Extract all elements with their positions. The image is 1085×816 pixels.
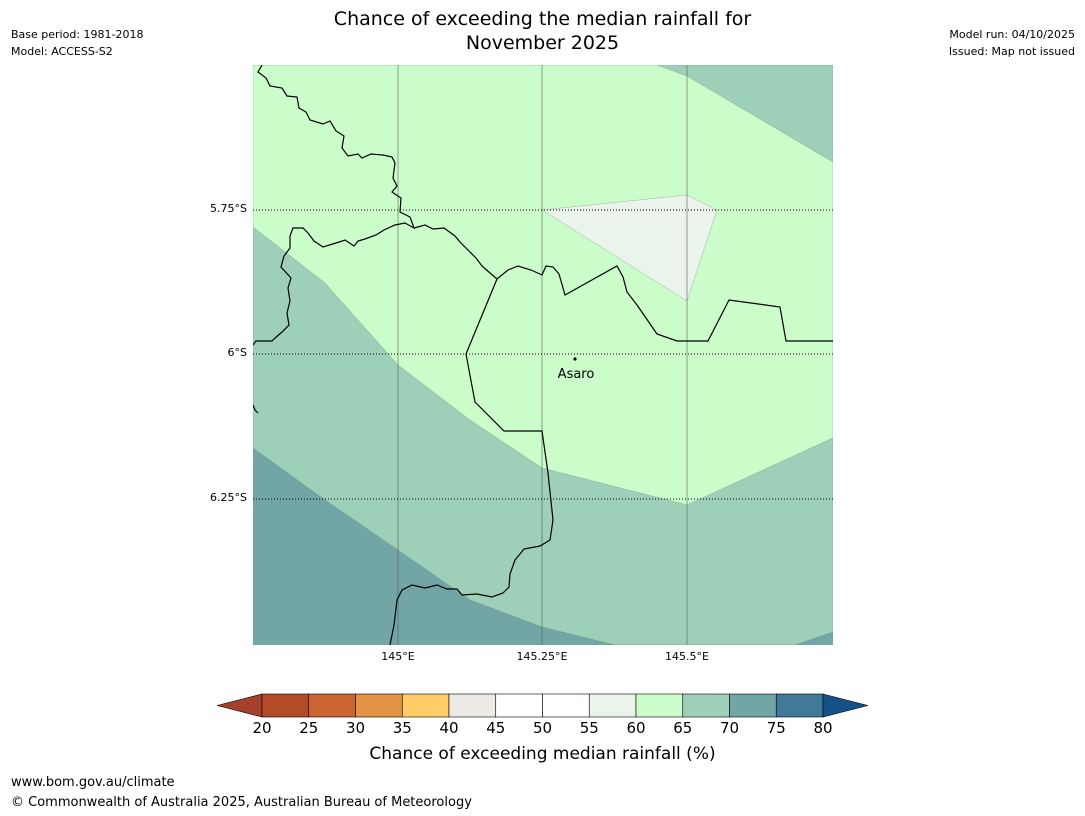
colorbar-segment xyxy=(542,693,590,718)
colorbar-segment xyxy=(635,693,684,718)
colorbar-tick-label: 80 xyxy=(813,719,833,737)
copyright-text: © Commonwealth of Australia 2025, Austra… xyxy=(11,795,472,810)
title-line-1: Chance of exceeding the median rainfall … xyxy=(333,8,752,30)
colorbar-tick-label: 55 xyxy=(579,719,599,737)
colorbar-segment xyxy=(401,693,450,718)
colorbar-tick-label: 50 xyxy=(532,719,553,737)
website-link[interactable]: www.bom.gov.au/climate xyxy=(11,775,175,790)
colorbar-tick-label: 30 xyxy=(345,719,366,737)
colorbar-tick-label: 40 xyxy=(439,719,459,737)
colorbar-extend-low xyxy=(216,693,263,718)
lon-label-145: 145°E xyxy=(381,650,415,663)
colorbar-tick-label: 45 xyxy=(486,719,506,737)
place-marker xyxy=(573,357,577,361)
lon-label-145-25: 145.25°E xyxy=(516,650,568,663)
colorbar-tick-label: 60 xyxy=(626,719,646,737)
colorbar-tick-label: 70 xyxy=(719,719,740,737)
issued-text: Issued: Map not issued xyxy=(948,45,1075,58)
colorbar-segment xyxy=(775,693,824,718)
colorbar-tick-label: 20 xyxy=(252,719,272,737)
colorbar-tick-label: 75 xyxy=(766,719,786,737)
colorbar-segment xyxy=(448,693,497,718)
colorbar-segment xyxy=(355,693,403,718)
coastline-west xyxy=(253,404,259,414)
colorbar-segment xyxy=(588,693,637,718)
map-title: Chance of exceeding the median rainfall … xyxy=(0,7,1085,55)
colorbar-label: Chance of exceeding median rainfall (%) xyxy=(369,744,716,764)
colorbar-segment xyxy=(682,693,730,718)
title-line-2: November 2025 xyxy=(465,32,620,54)
base-period-text: Base period: 1981-2018 xyxy=(11,28,144,41)
lat-label-6-25: 6.25°S xyxy=(210,491,247,504)
region-40-45 xyxy=(541,194,718,302)
colorbar-segment xyxy=(308,693,356,718)
model-text: Model: ACCESS-S2 xyxy=(11,45,113,58)
model-run-text: Model run: 04/10/2025 xyxy=(949,28,1075,41)
colorbar-segment xyxy=(495,693,543,718)
colorbar-tick-label: 65 xyxy=(673,719,693,737)
lat-label-5-75: 5.75°S xyxy=(210,202,247,215)
place-label: Asaro xyxy=(558,367,595,382)
colorbar-extend-high xyxy=(822,693,869,718)
colorbar-segment xyxy=(261,693,310,718)
province-boundary-central xyxy=(413,224,833,342)
colorbar-segment xyxy=(729,693,777,718)
header-right: Model run: 04/10/2025 Issued: Map not is… xyxy=(949,26,1075,60)
colorbar-tick-label: 35 xyxy=(392,719,412,737)
lon-label-145-5: 145.5°E xyxy=(665,650,709,663)
header-left: Base period: 1981-2018 Model: ACCESS-S2 xyxy=(11,26,143,60)
lat-label-6: 6°S xyxy=(227,346,247,359)
province-boundary-south xyxy=(389,278,554,645)
colorbar-tick-label: 25 xyxy=(299,719,319,737)
